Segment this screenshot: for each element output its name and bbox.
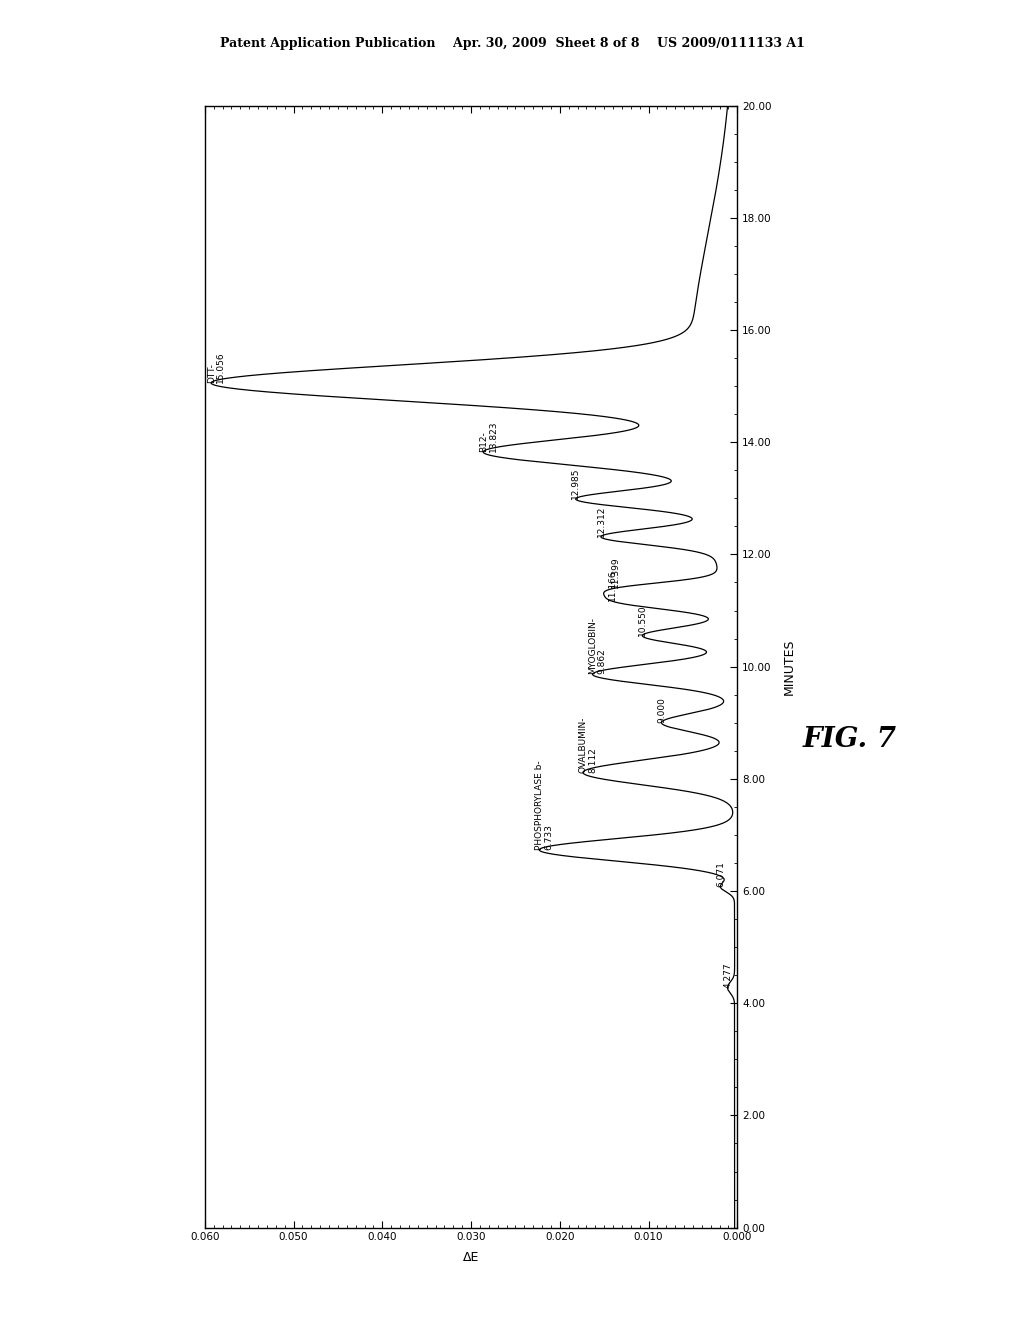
Text: 10.550: 10.550 bbox=[638, 605, 647, 636]
Text: FIG. 7: FIG. 7 bbox=[803, 726, 897, 752]
Text: 11.399: 11.399 bbox=[610, 557, 620, 589]
Text: OVALBUMIN-
8.112: OVALBUMIN- 8.112 bbox=[579, 715, 597, 772]
Text: Patent Application Publication    Apr. 30, 2009  Sheet 8 of 8    US 2009/0111133: Patent Application Publication Apr. 30, … bbox=[219, 37, 805, 50]
Text: 4.277: 4.277 bbox=[723, 962, 732, 987]
Text: 12.312: 12.312 bbox=[596, 506, 605, 537]
Text: 12.985: 12.985 bbox=[571, 467, 581, 499]
Text: DTT-
15.056: DTT- 15.056 bbox=[207, 351, 225, 383]
Text: 9.000: 9.000 bbox=[657, 697, 666, 723]
X-axis label: ΔE: ΔE bbox=[463, 1251, 479, 1263]
Text: MYOGLOBIN-
9.862: MYOGLOBIN- 9.862 bbox=[588, 618, 607, 675]
Text: PHOSPHORYLASE b-
6.733: PHOSPHORYLASE b- 6.733 bbox=[535, 760, 554, 850]
Y-axis label: MINUTES: MINUTES bbox=[783, 639, 796, 694]
Text: B12-
13.823: B12- 13.823 bbox=[479, 421, 498, 453]
Text: 11.166: 11.166 bbox=[607, 569, 616, 601]
Text: 6.071: 6.071 bbox=[716, 861, 725, 887]
